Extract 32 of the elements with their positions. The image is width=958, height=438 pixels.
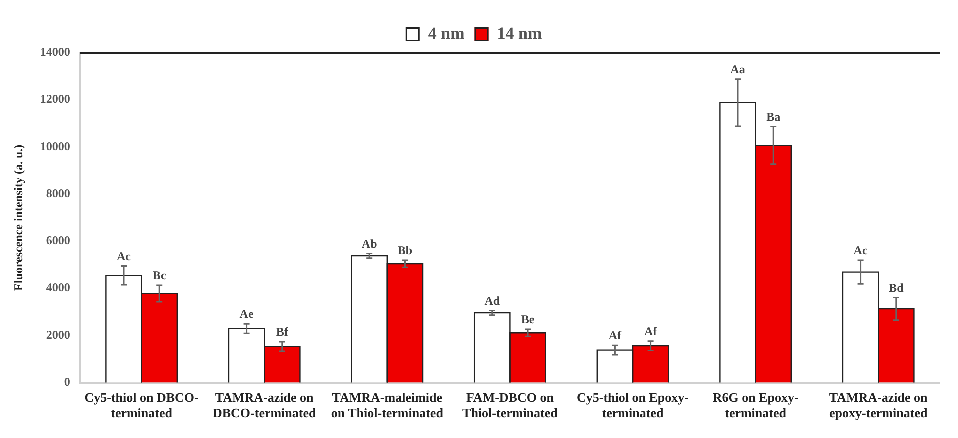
data-label: Bc [152,268,167,283]
y-tick-label: 12000 [40,92,70,106]
data-label: Bd [889,280,904,295]
y-tick-label: 2000 [46,328,70,342]
legend-label: 4 nm [428,24,465,43]
data-label: Bf [276,325,290,340]
y-tick-label: 6000 [46,234,70,248]
x-tick-label: FAM-DBCO on Thiol-terminated [462,390,559,421]
y-tick-label: 14000 [40,45,70,60]
x-tick-label: TAMRA-azide on DBCO-terminated [212,390,317,421]
y-tick-label: 10000 [40,139,70,154]
data-label: Ab [362,236,378,251]
data-label: Ba [766,110,781,124]
y-tick-label: 4000 [46,280,70,295]
legend-label: 14 nm [497,24,542,43]
data-label: Af [608,328,623,343]
x-tick-label: Cy5-thiol on DBCO-terminated [84,390,199,421]
data-label: Ac [116,249,132,264]
y-tick-label: 0 [64,374,70,389]
data-label: Bb [398,244,413,258]
x-tick-label: Cy5-thiol on Epoxy-terminated [577,390,689,421]
data-label: Ae [240,307,254,322]
data-label: Be [521,312,536,327]
data-label: Aa [730,62,746,76]
data-label: Af [644,324,658,338]
data-label: Ac [854,244,868,258]
y-tick-label: 8000 [46,186,70,200]
data-label: Ad [484,294,500,308]
x-tick-label: R6G on Epoxy-terminated [712,390,799,421]
x-tick-label: TAMRA-maleimide on Thiol-terminated [331,390,444,421]
y-axis-title: Fluorescence intensity (a. u.) [11,144,26,291]
x-tick-label: TAMRA-azide on epoxy-terminated [829,390,929,421]
